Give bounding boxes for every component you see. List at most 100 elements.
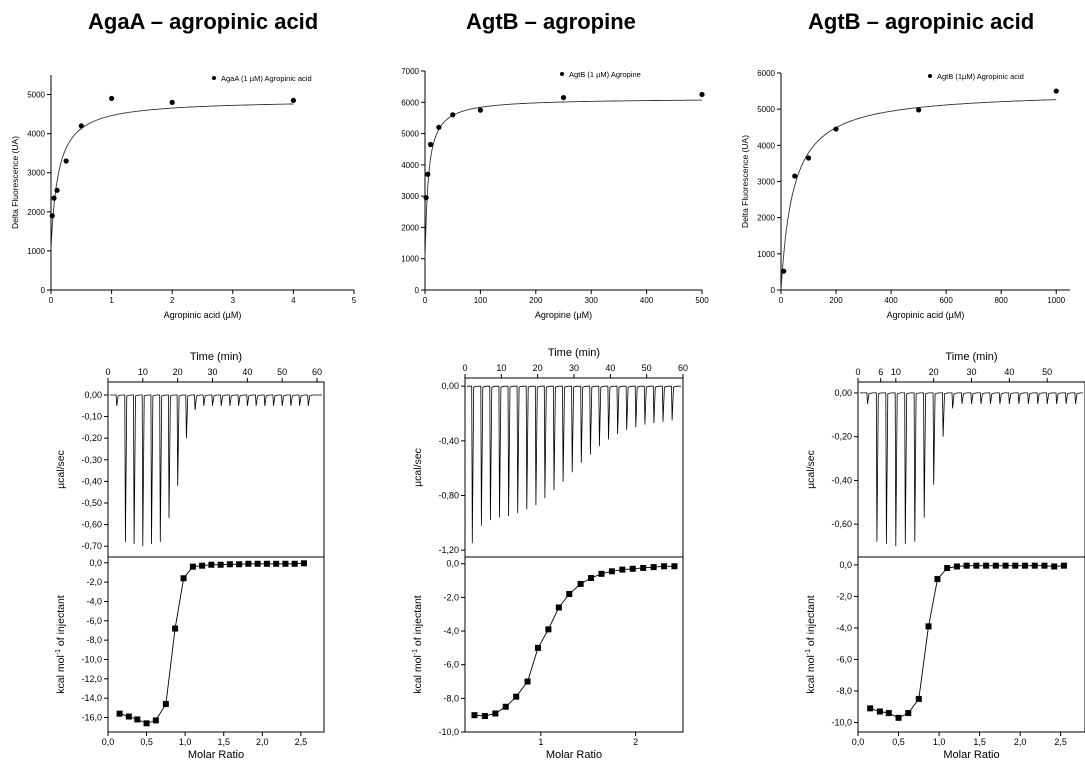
fluor-agtb-agropinic-xtick-label: 400 [884,296,898,305]
itc-raw-agtb-agropine-xtick-label: 50 [642,363,652,373]
itc-int-agaa-data-point [217,561,224,568]
fluor-agaa-xtick-label: 5 [352,296,357,305]
itc-raw-agtb-agropine-ytick-label: 0,00 [441,381,459,391]
itc-int-agtb-agropinic-ytick-label: -8,0 [836,686,852,696]
itc-int-agtb-agropine-data-point [502,703,509,710]
fluor-agtb-agropine-data-point [450,112,456,118]
itc-int-agtb-agropine-ytick-label: -10,0 [438,727,459,737]
fluor-agtb-agropinic-ytick-label: 6000 [757,69,775,78]
fluor-agtb-agropine-ytick-label: 2000 [401,223,419,232]
fluor-agaa-data-point [63,158,69,164]
fluor-agaa-data-point [109,95,115,102]
fluor-agtb-agropine-data-point [425,171,431,177]
itc-int-agtb-agropinic-data-point [905,710,912,717]
fluor-agtb-agropine-xtick-label: 200 [529,296,543,305]
itc-int-agtb-agropinic-xtick-label: 0,5 [892,737,905,747]
itc-int-agtb-agropine-data-point [650,564,657,571]
itc-int-agtb-agropinic-xtick-label: 2,0 [1014,737,1027,747]
fluor-agtb-agropine-ytick-label: 3000 [401,192,419,201]
itc-int-agaa-data-point [189,563,196,570]
itc-int-agaa-ytick-label: -2,0 [86,577,102,587]
fluor-agaa-ylabel: Delta Fluorescence (UA) [10,136,20,229]
fluor-agtb-agropine-ytick-label: 1000 [401,255,419,264]
itc-int-agtb-agropinic-data-point [983,562,990,569]
itc-raw-agtb-agropine-trace [466,385,681,544]
itc-raw-agaa-xtick-label: 50 [277,367,287,377]
fluor-agaa-xtick-label: 3 [231,296,236,305]
chart-title-agtb-agropinic: AgtB – agropinic acid [808,9,1035,34]
fluor-agtb-agropine-ytick-label: 6000 [401,98,419,107]
itc-int-agtb-agropine-data-point [513,693,520,700]
itc-int-agtb-agropinic-ytick-label: -10,0 [831,718,852,728]
itc-raw-agtb-agropinic-xlabel: Time (min) [945,351,997,363]
itc-int-agaa-data-point [273,560,280,567]
fluor-agaa-fit-curve [50,103,294,250]
fluor-agtb-agropine-data-point [427,141,434,148]
itc-int-agaa-ytick-label: -12,0 [81,674,102,684]
fluor-agtb-agropinic-xlabel: Agropinic acid (µM) [887,310,965,320]
itc-int-agtb-agropinic-ytick-label: 0,0 [839,560,852,570]
fluor-agtb-agropine-data-point [423,195,429,201]
itc-int-agaa-xtick-label: 2,0 [256,737,269,747]
itc-raw-agaa-ytick-label: -0,60 [81,520,102,530]
itc-int-agtb-agropinic-ytick-label: -6,0 [836,654,852,664]
itc-raw-agaa-frame [107,381,325,558]
itc-int-agtb-agropinic-fit-line [870,565,1064,719]
itc-raw-agtb-agropine-xtick-label: 30 [569,363,579,373]
fluor-agtb-agropine-xtick-label: 500 [695,296,709,305]
itc-int-agtb-agropinic-data-point [963,562,970,569]
itc-int-agaa-data-point [300,560,307,567]
itc-int-agaa-data-point [199,562,206,569]
itc-int-agtb-agropinic-data-point [1051,563,1058,570]
itc-raw-agtb-agropine-xtick-label: 20 [533,363,543,373]
fluor-agtb-agropine-data-point [436,124,442,130]
itc-int-agaa-ytick-label: -6,0 [86,616,102,626]
itc-raw-agaa-xtick-label: 30 [208,367,218,377]
itc-raw-agtb-agropinic-xtick-label: 30 [966,367,976,377]
itc-raw-agtb-agropinic-ytick-label: -0,40 [831,475,852,485]
itc-int-agaa-fit-line [119,562,304,724]
fluor-agaa-data-point [49,213,55,219]
itc-int-agaa-xlabel: Molar Ratio [188,749,244,761]
fluor-agtb-agropinic-legend-marker [928,74,932,78]
itc-raw-agtb-agropinic-ylabel: µcal/sec [805,450,817,489]
fluor-agtb-agropinic-xtick-label: 800 [995,296,1009,305]
itc-int-agaa-data-point [134,716,141,723]
itc-int-agaa-data-point [125,713,132,720]
itc-raw-agtb-agropine-xlabel: Time (min) [548,347,600,359]
fluor-agtb-agropinic-data-point [916,107,922,113]
itc-int-agtb-agropine-ytick-label: -4,0 [443,626,459,636]
fluor-agtb-agropinic-xtick-label: 200 [829,296,843,305]
fluor-agaa-xtick-label: 4 [291,296,296,305]
fluor-agtb-agropine-data-point [699,91,705,98]
itc-raw-agaa-ytick-label: -0,70 [81,541,102,551]
itc-raw-agtb-agropinic-xtick-label: 10 [891,367,901,377]
itc-int-agtb-agropine-data-point [555,604,562,611]
itc-int-agaa-data-point [172,625,179,632]
itc-raw-agtb-agropinic-xtick-label: 40 [1004,367,1014,377]
fluor-agtb-agropinic-xtick-label: 600 [939,296,953,305]
fluor-agtb-agropinic-ytick-label: 3000 [757,178,775,187]
fluor-agtb-agropinic-ytick-label: 0 [771,286,776,295]
chart-title-agtb-agropine: AgtB – agropine [466,9,636,34]
itc-raw-agtb-agropine-xtick-label: 10 [496,363,506,373]
itc-raw-agtb-agropine-ytick-label: -0,80 [438,491,459,501]
itc-raw-agaa-xtick-label: 10 [138,367,148,377]
fluor-agtb-agropinic-ytick-label: 2000 [757,214,775,223]
itc-raw-agtb-agropine-ylabel: µcal/sec [412,448,424,487]
itc-raw-agaa-xlabel: Time (min) [190,351,242,363]
itc-int-agtb-agropine-data-point [492,710,499,717]
itc-int-agtb-agropinic-data-point [895,714,902,721]
itc-int-agaa-xtick-label: 1,0 [179,737,192,747]
itc-int-agtb-agropinic-data-point [973,562,980,569]
itc-raw-agaa-xtick-label: 0 [105,367,110,377]
itc-int-agaa-frame [107,556,325,733]
fluor-agtb-agropine-xtick-label: 100 [474,296,488,305]
itc-raw-agtb-agropinic-ytick-label: -0,60 [831,519,852,529]
fluor-agtb-agropinic-data-point [1053,88,1059,94]
itc-int-agaa-ylabel: kcal mol-1 of injectant [55,595,67,694]
itc-int-agaa-ytick-label: -16,0 [81,712,102,722]
itc-raw-agaa-ytick-label: -0,20 [81,433,102,443]
itc-int-agaa-data-point [143,720,150,727]
itc-raw-agaa-xtick-label: 20 [173,367,183,377]
